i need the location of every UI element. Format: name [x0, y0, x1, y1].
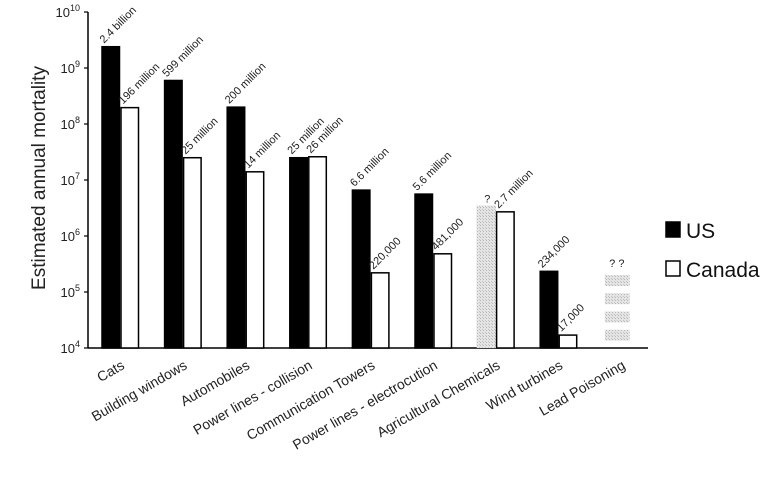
data-label-us: ? — [484, 194, 490, 206]
bar-us-uncertain — [604, 311, 630, 323]
data-label-us: 234,000 — [536, 234, 573, 271]
data-label-canada: 220,000 — [367, 235, 404, 272]
data-label-canada: 196 million — [117, 61, 163, 107]
bar-us — [289, 156, 309, 349]
data-label-us: 6.6 million — [348, 146, 392, 190]
data-label-canada: 25 million — [179, 115, 220, 156]
y-tick-label: 108 — [61, 115, 80, 132]
bar-canada — [558, 334, 578, 349]
legend-label-canada: Canada — [686, 259, 760, 282]
legend-label-us: US — [686, 220, 715, 243]
bar-us-uncertain — [604, 275, 630, 287]
bar-us — [101, 45, 121, 349]
data-label-canada: 14 million — [242, 130, 283, 171]
data-label-us: 200 million — [223, 61, 269, 107]
data-label-us: ? ? — [609, 258, 624, 270]
bar-us — [226, 106, 246, 349]
data-label-canada: 481,000 — [430, 216, 467, 253]
bar-canada — [495, 211, 515, 349]
y-tick-label: 104 — [61, 339, 80, 356]
data-label-us: 2.4 billion — [98, 4, 139, 45]
bars — [101, 45, 630, 349]
bar-us — [351, 189, 371, 349]
legend: US Canada — [665, 220, 760, 282]
y-tick-label: 105 — [61, 283, 80, 300]
y-axis-label: Estimated annual mortality — [29, 66, 50, 290]
bar-canada — [433, 253, 453, 349]
data-label-canada: 17,000 — [555, 302, 587, 334]
y-tick-label: 106 — [61, 227, 80, 244]
bar-canada — [308, 156, 328, 349]
data-label-canada: 2.7 million — [492, 167, 536, 211]
bar-us-uncertain — [604, 329, 630, 341]
bar-us — [163, 79, 183, 349]
bar-us-uncertain — [476, 205, 497, 348]
y-tick-label: 1010 — [56, 3, 80, 20]
bar-us — [414, 193, 434, 349]
legend-swatch-us — [665, 221, 681, 238]
bar-canada — [182, 156, 202, 349]
y-tick-label: 107 — [61, 171, 80, 188]
bar-us-uncertain — [604, 293, 630, 305]
bar-canada — [120, 106, 140, 349]
bar-canada — [370, 272, 390, 349]
legend-swatch-canada — [665, 260, 681, 277]
y-tick-label: 109 — [61, 59, 80, 76]
category-label: Cats — [94, 357, 127, 385]
bar-us — [539, 270, 559, 349]
data-label-us: 599 million — [160, 34, 206, 80]
data-label-us: 5.6 million — [411, 150, 455, 194]
bar-canada — [245, 171, 265, 349]
